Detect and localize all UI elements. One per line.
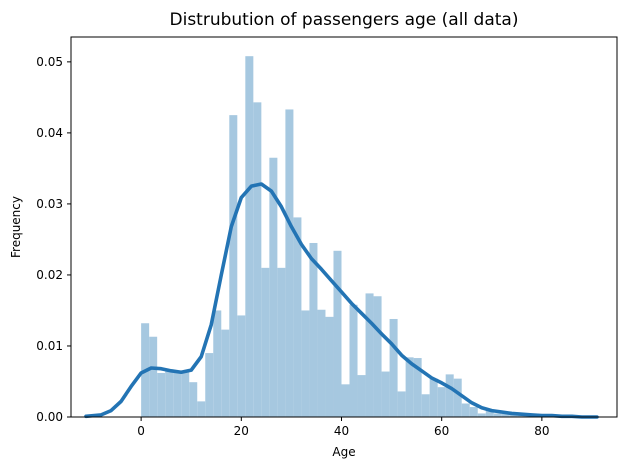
histogram-bar	[509, 414, 518, 417]
histogram-bar	[293, 217, 302, 417]
y-tick-label: 0.05	[36, 55, 63, 69]
histogram-bar	[501, 412, 510, 417]
histogram-bar	[429, 378, 438, 417]
y-axis-ticks: 0.00 0.01 0.02 0.03 0.04 0.05	[36, 55, 71, 424]
x-axis-label: Age	[332, 445, 355, 459]
histogram-bar	[285, 109, 294, 417]
kde-curve-layer	[84, 182, 599, 419]
histogram-bar	[341, 384, 350, 417]
histogram-bar	[253, 102, 262, 417]
kde-curve	[84, 182, 599, 419]
x-tick-label: 0	[137, 424, 145, 438]
x-tick-label: 40	[334, 424, 349, 438]
x-tick-label: 20	[234, 424, 249, 438]
histogram-bar	[213, 310, 222, 417]
histogram-bar	[277, 267, 286, 417]
histogram-bar	[373, 296, 382, 417]
histogram-bar	[309, 242, 318, 417]
histogram-bar	[381, 371, 390, 417]
y-tick-label: 0.00	[36, 410, 63, 424]
y-tick-label: 0.01	[36, 339, 63, 353]
histogram-bar	[229, 115, 238, 417]
y-tick-label: 0.03	[36, 197, 63, 211]
histogram-bar	[461, 403, 470, 417]
plot-frame	[70, 36, 618, 418]
histogram-bar	[397, 391, 406, 417]
x-axis-ticks: 0 20 40 60 80	[137, 417, 550, 438]
histogram-bar	[189, 382, 198, 417]
histogram-bar	[269, 157, 278, 417]
histogram-bar	[357, 375, 366, 417]
histogram-bar	[157, 372, 166, 417]
histogram-bar	[389, 318, 398, 417]
histogram-bar	[333, 250, 342, 417]
y-tick-label: 0.04	[36, 126, 63, 140]
histogram-bar	[205, 353, 214, 417]
histogram-bar	[413, 358, 422, 417]
histogram-bar	[405, 357, 414, 417]
histogram-bar	[301, 310, 310, 417]
histogram-bar	[445, 374, 454, 417]
histogram-bar	[173, 372, 182, 417]
y-tick-label: 0.02	[36, 268, 63, 282]
histogram-bar	[421, 394, 430, 417]
histogram-bar	[221, 329, 230, 417]
histogram-bar	[237, 315, 246, 417]
histogram-bar	[149, 336, 158, 417]
histogram-bar	[245, 56, 254, 417]
histogram-bar	[325, 316, 334, 417]
histogram-bar	[197, 401, 206, 417]
histogram-bars	[141, 56, 542, 417]
histogram-bar	[365, 293, 374, 417]
histogram-bar	[477, 413, 486, 417]
histogram-bar	[349, 304, 358, 417]
histogram-bar	[485, 409, 494, 417]
histogram-bar	[261, 267, 270, 417]
histogram-bar	[469, 407, 478, 417]
histogram-bar	[165, 370, 174, 417]
histogram-bar	[317, 309, 326, 417]
chart-title: Distrubution of passengers age (all data…	[170, 10, 519, 30]
histogram-bar	[437, 387, 446, 417]
histogram-bar	[493, 413, 502, 417]
histogram-bar	[453, 378, 462, 417]
x-tick-label: 80	[534, 424, 549, 438]
y-axis-label: Frequency	[9, 196, 23, 258]
x-tick-label: 60	[434, 424, 449, 438]
histogram-bar	[181, 372, 190, 417]
